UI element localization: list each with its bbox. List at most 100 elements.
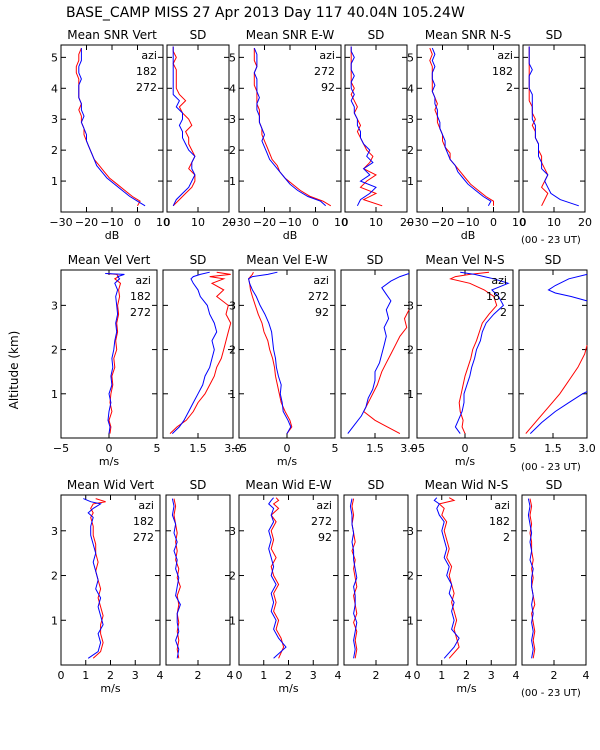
panel-title: Mean SNR N-S bbox=[425, 28, 511, 42]
y-tick-label: 3 bbox=[407, 525, 414, 538]
panel-vel-ew-sd: SD 1.5 3.0 bbox=[340, 253, 418, 455]
ut-note-row2: (00 - 23 UT) bbox=[521, 462, 581, 473]
series-line-182b bbox=[547, 273, 588, 302]
legend-header: azi bbox=[141, 49, 157, 62]
panel-wid-ew-sd: SD 2 4 bbox=[343, 478, 412, 682]
panel-vel-ns: Mean Vel N-S −5 0 5 1 2 3 m/s azi 182 2 bbox=[407, 253, 517, 468]
legend-entry: 272 bbox=[314, 65, 335, 78]
legend-entry: 272 bbox=[130, 306, 151, 319]
x-tick-label: 0 bbox=[284, 442, 291, 455]
panel-title: Mean Vel Vert bbox=[68, 253, 151, 267]
series-line-92 bbox=[268, 497, 287, 659]
x-tick-label: 1.5 bbox=[544, 442, 562, 455]
legend-entry: 182 bbox=[133, 515, 154, 528]
x-tick-label: 0 bbox=[414, 669, 421, 682]
x-tick-label: 5 bbox=[332, 442, 339, 455]
x-tick-label: 4 bbox=[227, 669, 234, 682]
series-line-272 bbox=[83, 498, 104, 659]
legend-entry: 2 bbox=[503, 531, 510, 544]
y-tick-label: 4 bbox=[229, 82, 236, 95]
x-tick-label: 20 bbox=[400, 216, 414, 229]
x-tick-label: 4 bbox=[513, 669, 520, 682]
x-tick-label: 3.0 bbox=[578, 442, 596, 455]
x-axis-label: dB bbox=[105, 229, 120, 242]
x-tick-label: 0 bbox=[106, 442, 113, 455]
panel-title: SD bbox=[190, 253, 207, 267]
series-line-2 bbox=[528, 46, 579, 207]
x-tick-label: 3.0 bbox=[400, 442, 418, 455]
x-axis-label: m/s bbox=[100, 682, 120, 695]
x-tick-label: −20 bbox=[431, 216, 454, 229]
x-tick-label: 10 bbox=[156, 216, 170, 229]
legend-header: azi bbox=[491, 274, 507, 287]
panel-title: SD bbox=[545, 253, 562, 267]
panel-wid-ns-sd: SD 2 4 bbox=[521, 478, 590, 682]
ut-note-row1: (00 - 23 UT) bbox=[521, 235, 581, 246]
x-tick-label: 2 bbox=[107, 669, 114, 682]
x-tick-label: 20 bbox=[222, 216, 236, 229]
y-tick-label: 2 bbox=[229, 570, 236, 583]
x-axis-label: m/s bbox=[456, 682, 476, 695]
y-tick-label: 1 bbox=[407, 388, 414, 401]
y-tick-label: 5 bbox=[51, 51, 58, 64]
x-tick-label: −20 bbox=[75, 216, 98, 229]
panel-title: SD bbox=[546, 28, 563, 42]
legend-entry: 92 bbox=[318, 531, 332, 544]
x-tick-label: −5 bbox=[231, 442, 247, 455]
x-axis-label: dB bbox=[283, 229, 298, 242]
x-tick-label: 5 bbox=[154, 442, 161, 455]
x-tick-label: 10 bbox=[334, 216, 348, 229]
series-line-272 bbox=[171, 271, 218, 434]
panel-vel-vert-sd: SD 1.5 3.0 bbox=[162, 253, 242, 455]
series-line-92 bbox=[350, 46, 377, 207]
x-tick-label: 0 bbox=[342, 216, 349, 229]
x-tick-label: 0 bbox=[490, 216, 497, 229]
y-tick-label: 1 bbox=[407, 614, 414, 627]
y-tick-label: 3 bbox=[229, 113, 236, 126]
panel-title: Mean Wid E-W bbox=[245, 478, 331, 492]
legend-entry: 182 bbox=[486, 290, 507, 303]
y-tick-label: 3 bbox=[229, 525, 236, 538]
x-tick-label: 0 bbox=[520, 216, 527, 229]
plot-frame bbox=[340, 269, 410, 439]
legend-entry: 92 bbox=[321, 81, 335, 94]
series-line-182 bbox=[529, 498, 536, 659]
x-axis-label: m/s bbox=[455, 455, 475, 468]
series-line-272 bbox=[78, 48, 146, 207]
series-line-182 bbox=[172, 46, 196, 207]
y-tick-label: 2 bbox=[51, 344, 58, 357]
x-axis-label: dB bbox=[461, 229, 476, 242]
x-tick-label: 3 bbox=[488, 669, 495, 682]
x-tick-label: 5 bbox=[510, 442, 517, 455]
series-line-182 bbox=[169, 271, 232, 434]
series-line-182 bbox=[438, 497, 460, 659]
series-line-2 bbox=[431, 47, 492, 207]
panel-title: Mean Vel N-S bbox=[425, 253, 504, 267]
x-tick-label: 0 bbox=[236, 669, 243, 682]
x-tick-label: 10 bbox=[191, 216, 205, 229]
y-tick-label: 1 bbox=[407, 175, 414, 188]
series-line-92 bbox=[253, 47, 327, 207]
x-tick-label: 1.5 bbox=[366, 442, 384, 455]
x-tick-label: 3 bbox=[132, 669, 139, 682]
x-tick-label: 0 bbox=[312, 216, 319, 229]
x-tick-label: 4 bbox=[405, 669, 412, 682]
panel-title: Mean SNR Vert bbox=[67, 28, 157, 42]
x-tick-label: 10 bbox=[512, 216, 526, 229]
panel-title: Mean SNR E-W bbox=[246, 28, 335, 42]
panel-vel-vert: Mean Vel Vert −5 0 5 1 2 3 m/s azi 182 272 bbox=[51, 253, 161, 468]
panel-title: Mean Vel E-W bbox=[246, 253, 328, 267]
figure-title: BASE_CAMP MISS 27 Apr 2013 Day 117 40.04… bbox=[66, 5, 465, 21]
y-tick-label: 5 bbox=[407, 51, 414, 64]
panel-wid-ew: Mean Wid E-W 0 1 2 3 4 1 2 3 m/s azi 272 92 bbox=[229, 478, 342, 695]
y-tick-label: 2 bbox=[51, 570, 58, 583]
series-line-2 bbox=[529, 391, 588, 434]
x-tick-label: 4 bbox=[157, 669, 164, 682]
panel-wid-vert-sd: SD 2 4 bbox=[165, 478, 234, 682]
x-tick-label: 0 bbox=[134, 216, 141, 229]
series-line-272 bbox=[270, 497, 285, 659]
y-tick-label: 2 bbox=[407, 570, 414, 583]
x-tick-label: 2 bbox=[551, 669, 558, 682]
legend-entry: 182 bbox=[489, 515, 510, 528]
